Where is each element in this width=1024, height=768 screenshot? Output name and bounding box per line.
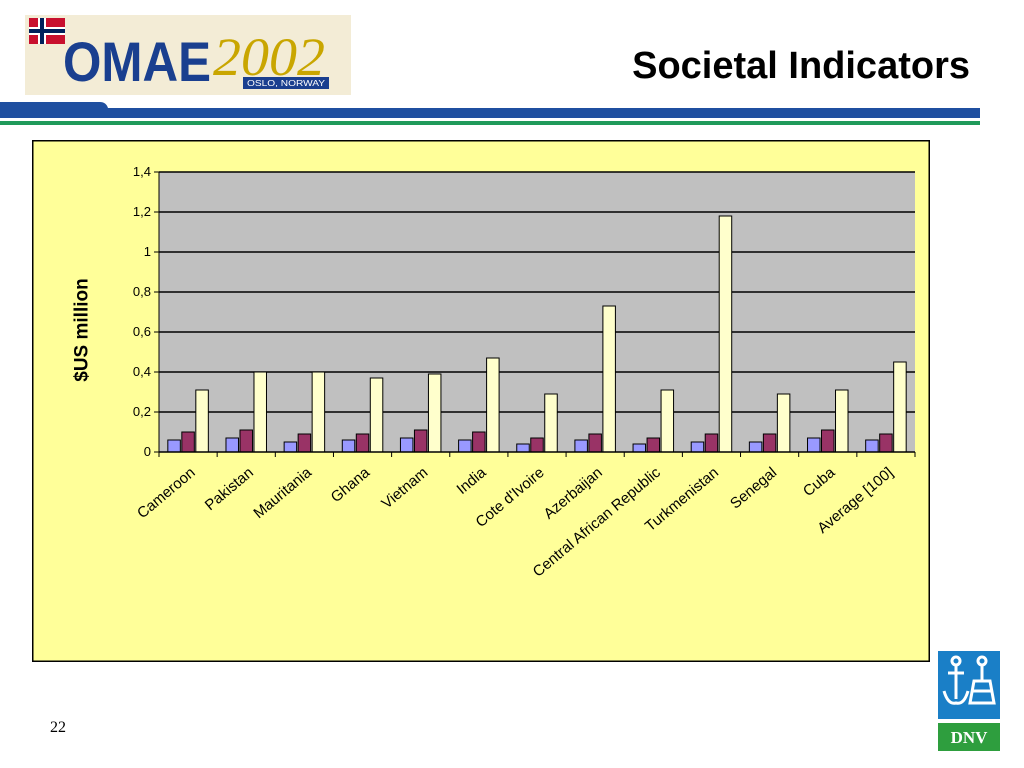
bar-series-3 (427, 373, 442, 453)
logo-location-text: OSLO, NORWAY (247, 79, 326, 88)
bar-series-1 (516, 443, 530, 453)
dnv-anchor-icon (942, 655, 996, 705)
omae-2002-logo: OMAE 2002 OSLO, NORWAY (25, 15, 351, 95)
bar-series-3 (718, 215, 733, 453)
bar-series-3 (776, 393, 791, 453)
bar-series-2 (297, 433, 312, 453)
bar-series-1 (690, 441, 705, 453)
slide-title: Societal Indicators (632, 45, 970, 87)
bar-layer (167, 215, 907, 453)
bar-series-2 (239, 429, 253, 453)
bar-series-3 (311, 371, 326, 453)
bar-series-2 (879, 433, 893, 453)
bar-series-2 (646, 437, 661, 453)
bar-series-3 (369, 377, 384, 453)
bar-series-2 (530, 437, 544, 453)
bar-series-1 (748, 441, 763, 453)
bar-series-1 (167, 439, 181, 453)
dnv-logo: DNV (938, 651, 1000, 751)
bar-series-2 (588, 433, 602, 453)
plot-area (159, 172, 915, 452)
y-axis-label: $US million (72, 278, 93, 381)
bar-series-1 (399, 437, 414, 453)
bar-series-2 (413, 429, 428, 453)
grid-layer (159, 171, 915, 452)
bar-series-3 (195, 389, 209, 453)
bar-series-2 (355, 433, 370, 453)
bar-series-3 (660, 389, 675, 453)
bar-series-3 (253, 371, 267, 453)
bar-series-1 (574, 439, 588, 453)
bar-series-1 (458, 439, 472, 453)
bar-series-3 (602, 305, 616, 453)
header-rule (0, 102, 980, 125)
y-tick-label: 1,4 (133, 164, 151, 179)
bar-series-1 (225, 437, 239, 453)
y-tick-label: 1 (144, 244, 151, 259)
y-tick-label: 0 (144, 444, 151, 459)
bar-series-1 (632, 443, 647, 453)
bar-series-3 (835, 389, 849, 453)
bar-series-2 (181, 431, 195, 453)
bar-series-3 (893, 361, 907, 453)
bar-series-3 (486, 357, 500, 453)
norway-flag-icon (29, 18, 65, 44)
logo-omae-text: OMAE (63, 30, 211, 93)
bar-series-1 (807, 437, 821, 453)
bar-series-1 (341, 439, 356, 453)
bar-series-2 (821, 429, 835, 453)
bar-series-3 (544, 393, 558, 453)
y-tick-label: 0,2 (133, 404, 151, 419)
y-tick-label: 0,4 (133, 364, 151, 379)
bar-series-2 (762, 433, 777, 453)
page-number: 22 (50, 719, 66, 736)
bar-series-1 (865, 439, 879, 453)
y-tick-label: 1,2 (133, 204, 151, 219)
bar-series-1 (283, 441, 298, 453)
bar-series-2 (472, 431, 486, 453)
y-tick-label: 0,8 (133, 284, 151, 299)
bar-series-2 (704, 433, 719, 453)
y-tick-label: 0,6 (133, 324, 151, 339)
dnv-logo-text: DNV (951, 728, 989, 747)
